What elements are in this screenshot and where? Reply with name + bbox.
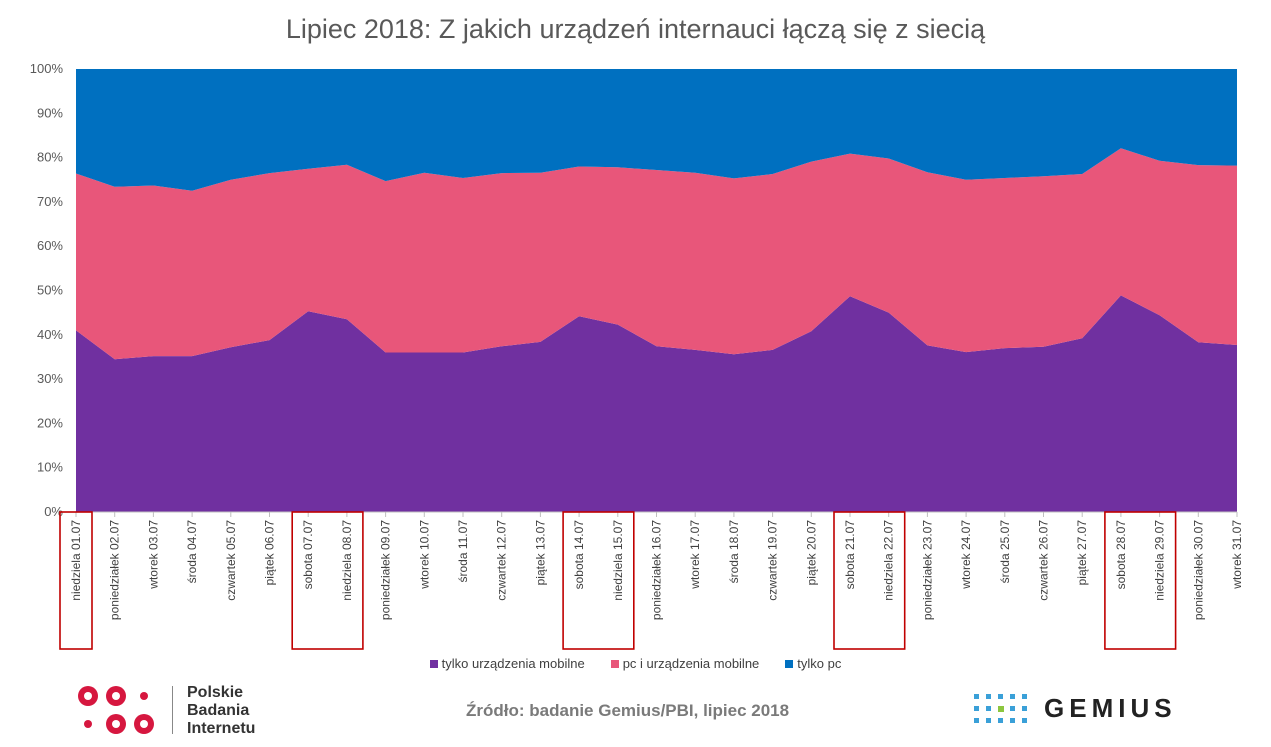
legend-swatch-pc bbox=[785, 659, 794, 668]
x-tick-label: wtorek 10.07 bbox=[417, 520, 431, 590]
x-tick-label: niedziela 22.07 bbox=[882, 520, 896, 601]
y-tick-label: 30% bbox=[37, 371, 63, 386]
x-tick-label: sobota 07.07 bbox=[301, 520, 315, 590]
x-tick-label: niedziela 08.07 bbox=[340, 520, 354, 601]
legend-item-pc-mobile: pc i urządzenia mobilne bbox=[610, 656, 760, 671]
pbi-line-2: Badania bbox=[187, 702, 250, 719]
x-tick-label: niedziela 15.07 bbox=[611, 520, 625, 601]
x-axis: niedziela 01.07 poniedziałek 02.07 wtorek … bbox=[69, 511, 1244, 620]
y-tick-label: 80% bbox=[37, 150, 63, 165]
y-tick-label: 40% bbox=[37, 327, 63, 342]
y-tick-label: 90% bbox=[37, 105, 63, 120]
legend-label-pc: tylko pc bbox=[797, 656, 842, 671]
x-tick-label: niedziela 01.07 bbox=[69, 520, 83, 601]
area-series-group bbox=[76, 69, 1237, 512]
y-tick-label: 100% bbox=[30, 61, 64, 76]
x-tick-label: niedziela 29.07 bbox=[1153, 520, 1167, 601]
chart-title: Lipiec 2018: Z jakich urządzeń internauc… bbox=[285, 14, 986, 44]
x-tick-label: poniedziałek 16.07 bbox=[650, 520, 664, 620]
x-tick-label: czwartek 12.07 bbox=[495, 520, 509, 601]
x-tick-label: środa 25.07 bbox=[998, 520, 1012, 584]
gemius-dots-icon bbox=[974, 694, 1027, 723]
pbi-line-3: Internetu bbox=[187, 720, 256, 737]
weekend-highlight-box bbox=[291, 511, 364, 650]
legend-label-mobile: tylko urządzenia mobilne bbox=[441, 656, 585, 671]
weekend-highlight-box bbox=[833, 511, 906, 650]
x-tick-label: sobota 21.07 bbox=[843, 520, 857, 590]
x-tick-label: sobota 14.07 bbox=[572, 520, 586, 590]
x-tick-label: poniedziałek 02.07 bbox=[108, 520, 122, 620]
source-note: Źródło: badanie Gemius/PBI, lipiec 2018 bbox=[466, 701, 790, 720]
x-tick-label: czwartek 19.07 bbox=[766, 520, 780, 601]
x-tick-label: wtorek 17.07 bbox=[688, 520, 702, 590]
pbi-line-1: Polskie bbox=[187, 684, 244, 701]
x-tick-label: poniedziałek 30.07 bbox=[1191, 520, 1205, 620]
x-tick-label: poniedziałek 23.07 bbox=[920, 520, 934, 620]
weekend-highlight-box bbox=[1104, 511, 1177, 650]
area-series-2 bbox=[76, 69, 1237, 191]
y-tick-label: 60% bbox=[37, 238, 63, 253]
y-axis: 0% 10% 20% 30% 40% 50% 60% 70% 80% 90% 100% bbox=[30, 61, 64, 519]
x-tick-label: piątek 27.07 bbox=[1075, 520, 1089, 586]
legend-label-pc-mobile: pc i urządzenia mobilne bbox=[622, 656, 760, 671]
legend-item-mobile: tylko urządzenia mobilne bbox=[429, 656, 585, 671]
legend-swatch-mobile bbox=[429, 659, 438, 668]
y-tick-label: 20% bbox=[37, 415, 63, 430]
y-tick-label: 0% bbox=[44, 504, 63, 519]
x-tick-label: piątek 20.07 bbox=[804, 520, 818, 586]
weekend-highlight-box bbox=[562, 511, 635, 650]
stacked-area-chart: 0% 10% 20% 30% 40% 50% 60% 70% 80% 90% 100% niedzi… bbox=[30, 61, 1244, 650]
pbi-logo-icon bbox=[78, 686, 154, 734]
x-tick-label: wtorek 03.07 bbox=[146, 520, 160, 590]
x-tick-label: sobota 28.07 bbox=[1114, 520, 1128, 590]
x-tick-label: środa 11.07 bbox=[456, 520, 470, 583]
x-tick-label: czwartek 05.07 bbox=[224, 520, 238, 601]
x-tick-label: piątek 13.07 bbox=[533, 520, 547, 586]
y-tick-label: 70% bbox=[37, 194, 63, 209]
pbi-wordmark: Polskie Badania Internetu bbox=[187, 684, 255, 738]
legend: tylko urządzenia mobilne pc i urządzenia… bbox=[0, 656, 1271, 671]
y-tick-label: 50% bbox=[37, 283, 63, 298]
area-series-0 bbox=[76, 295, 1237, 512]
x-tick-label: wtorek 31.07 bbox=[1230, 520, 1244, 590]
legend-swatch-pc-mobile bbox=[610, 659, 619, 668]
gemius-wordmark: GEMIUS bbox=[1044, 693, 1177, 723]
highlight-boxes bbox=[59, 511, 1177, 650]
x-tick-label: poniedziałek 09.07 bbox=[379, 520, 393, 620]
y-tick-label: 10% bbox=[37, 460, 63, 475]
x-tick-label: środa 18.07 bbox=[727, 520, 741, 584]
x-tick-label: środa 04.07 bbox=[185, 520, 199, 584]
x-tick-label: piątek 06.07 bbox=[263, 520, 277, 586]
area-series-1 bbox=[76, 148, 1237, 360]
pbi-divider bbox=[172, 686, 173, 734]
x-tick-label: wtorek 24.07 bbox=[959, 520, 973, 590]
weekend-highlight-box bbox=[59, 511, 93, 650]
legend-item-pc: tylko pc bbox=[785, 656, 841, 671]
x-tick-label: czwartek 26.07 bbox=[1037, 520, 1051, 601]
